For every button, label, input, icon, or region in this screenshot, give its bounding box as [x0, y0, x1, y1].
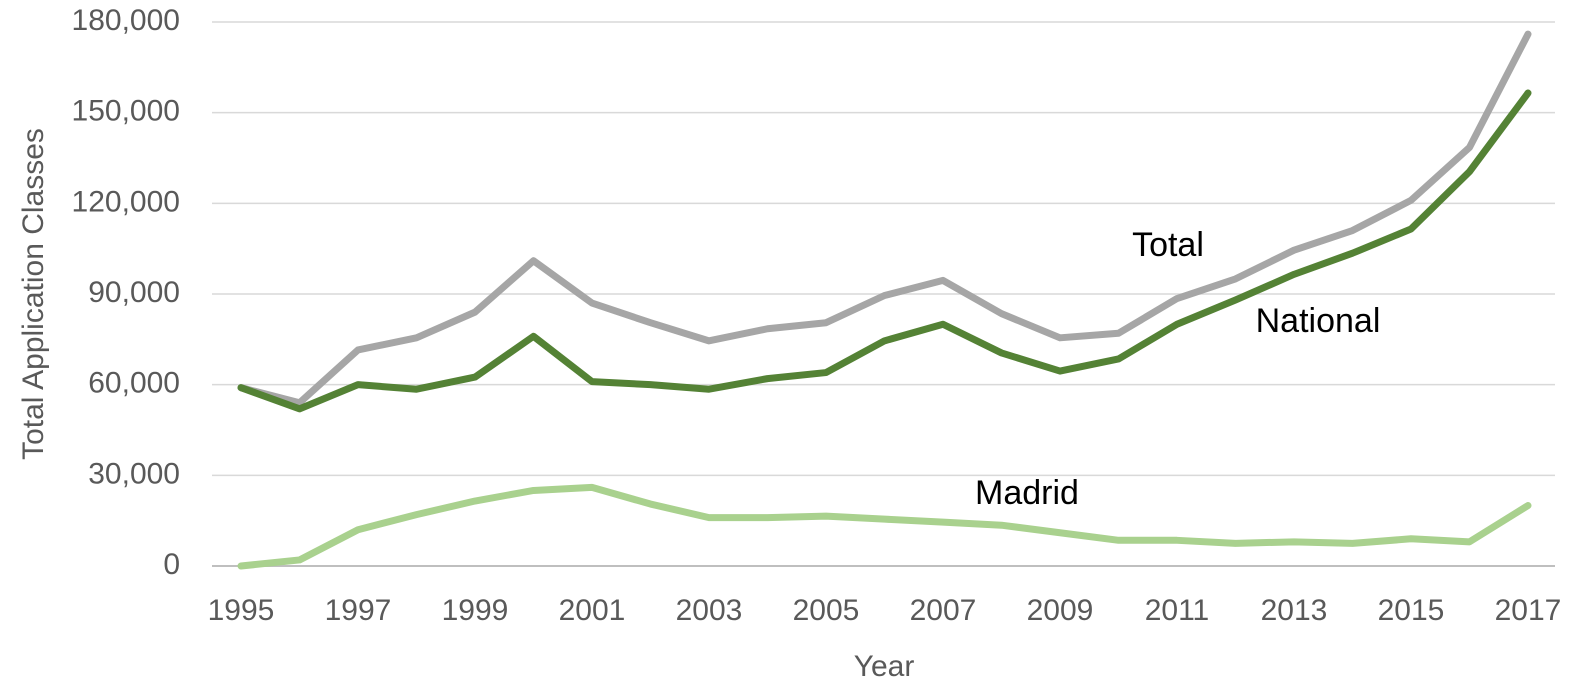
x-tick-label: 2001	[559, 594, 626, 627]
y-tick-label: 60,000	[88, 367, 180, 400]
x-tick-label: 2009	[1027, 594, 1094, 627]
y-tick-label: 0	[163, 548, 180, 581]
x-axis-title: Year	[854, 650, 915, 683]
line-series	[237, 89, 1532, 413]
x-tick-label: 2003	[676, 594, 743, 627]
y-tick-label: 90,000	[88, 276, 180, 309]
line-series	[237, 30, 1532, 407]
series-label: Madrid	[975, 474, 1079, 512]
y-tick-label: 180,000	[72, 4, 180, 37]
y-tick-label: 30,000	[88, 457, 180, 490]
x-tick-label: 1997	[325, 594, 392, 627]
x-tick-label: 2011	[1145, 594, 1210, 627]
x-tick-label: 2017	[1495, 594, 1562, 627]
y-tick-label: 150,000	[72, 95, 180, 128]
x-tick-label: 2013	[1261, 594, 1328, 627]
x-tick-label: 2007	[910, 594, 977, 627]
line-series	[237, 483, 1532, 570]
series-label: National	[1256, 302, 1381, 340]
x-tick-label: 1999	[442, 594, 509, 627]
x-tick-label: 2015	[1378, 594, 1445, 627]
y-axis-title: Total Application Classes	[17, 128, 50, 460]
y-tick-label: 120,000	[72, 185, 180, 218]
series-label: Total	[1132, 226, 1204, 264]
x-tick-label: 2005	[793, 594, 860, 627]
x-tick-label: 1995	[208, 594, 275, 627]
